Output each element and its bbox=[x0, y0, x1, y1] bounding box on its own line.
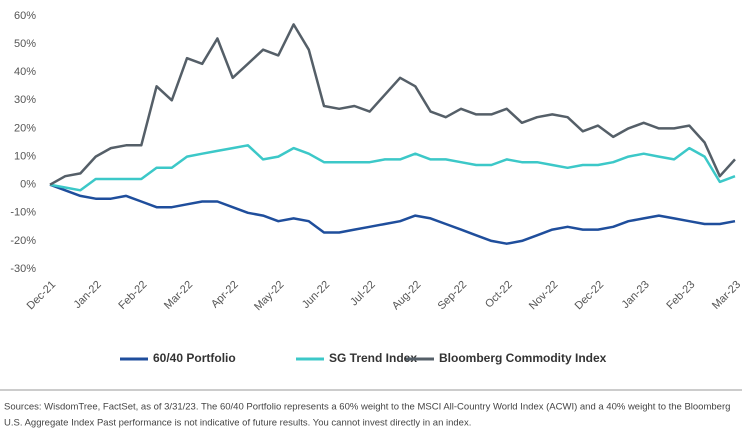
y-tick-label: 20% bbox=[14, 122, 36, 134]
x-tick-label: May-22 bbox=[252, 279, 286, 313]
series-line bbox=[49, 183, 736, 245]
x-tick-label: Jan-23 bbox=[620, 279, 652, 311]
x-tick-label: Mar-22 bbox=[162, 279, 195, 312]
x-tick-label: Sep-22 bbox=[436, 279, 470, 313]
x-tick-label: Feb-23 bbox=[664, 279, 697, 312]
x-tick-label: Feb-22 bbox=[116, 279, 149, 312]
y-tick-label: -20% bbox=[10, 235, 36, 247]
y-tick-label: -10% bbox=[10, 207, 36, 219]
y-tick-label: 50% bbox=[14, 38, 36, 50]
x-tick-label: Nov-22 bbox=[527, 279, 561, 313]
x-tick-label: Jul-22 bbox=[348, 279, 378, 309]
legend-label: 60/40 Portfolio bbox=[153, 351, 236, 365]
source-note: Sources: WisdomTree, FactSet, as of 3/31… bbox=[4, 402, 730, 413]
legend-label: Bloomberg Commodity Index bbox=[439, 351, 607, 365]
y-tick-label: -30% bbox=[10, 263, 36, 275]
y-tick-label: 0% bbox=[20, 179, 36, 191]
x-tick-label: Oct-22 bbox=[483, 279, 515, 311]
x-tick-label: Dec-22 bbox=[573, 279, 607, 313]
series-line bbox=[49, 144, 736, 192]
legend-label: SG Trend Index bbox=[329, 351, 417, 365]
y-tick-label: 10% bbox=[14, 150, 36, 162]
x-tick-label: Aug-22 bbox=[390, 279, 424, 313]
series-line bbox=[49, 23, 736, 186]
x-tick-label: Dec-21 bbox=[25, 279, 59, 313]
y-tick-label: 30% bbox=[14, 94, 36, 106]
x-tick-label: Mar-23 bbox=[710, 279, 742, 312]
x-tick-label: Jan-22 bbox=[72, 279, 104, 311]
y-tick-label: 40% bbox=[14, 66, 36, 78]
x-tick-label: Apr-22 bbox=[209, 279, 241, 311]
x-tick-label: Jun-22 bbox=[300, 279, 332, 311]
y-tick-label: 60% bbox=[14, 10, 36, 22]
source-note: U.S. Aggregate Index Past performance is… bbox=[4, 418, 471, 429]
